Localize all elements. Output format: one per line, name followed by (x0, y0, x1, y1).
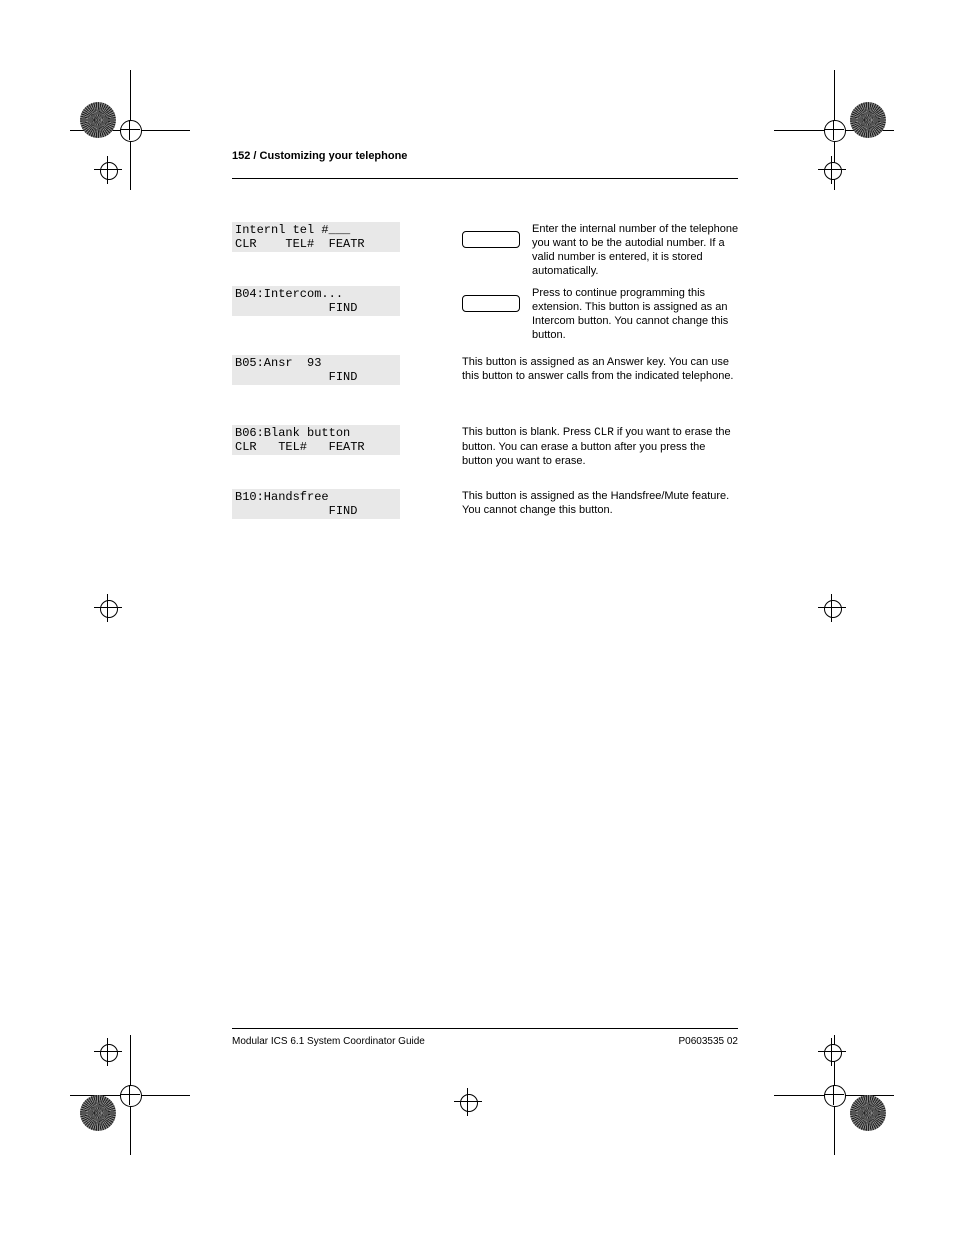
cropmark-small-2 (824, 162, 864, 202)
page-number-text: 152 (232, 150, 250, 162)
footer-left: Modular ICS 6.1 System Coordinator Guide (232, 1036, 425, 1047)
entry-e3: B05:Ansr 93 FIND This button is assigned … (232, 355, 738, 385)
entry-e5: B10:Handsfree FIND This button is assigne… (232, 489, 738, 519)
inline-softkey: CLR (594, 427, 614, 439)
lcd-line-1: B06:Blank button (235, 426, 397, 440)
lcd-display: Internl tel #___CLR TEL# FEATR (232, 222, 400, 252)
rule-top (232, 178, 738, 179)
entry-e4: B06:Blank buttonCLR TEL# FEATRThis butto… (232, 425, 738, 455)
lcd-line-2: FIND (235, 504, 397, 518)
lcd-line-2: CLR TEL# FEATR (235, 237, 397, 251)
cropmark-small-1 (100, 162, 140, 202)
footer-right: P0603535 02 (678, 1036, 738, 1047)
cropmark-small-3 (100, 600, 140, 640)
lcd-display: B06:Blank buttonCLR TEL# FEATR (232, 425, 400, 455)
lcd-display: B10:Handsfree FIND (232, 489, 400, 519)
cropmark-bottom-right (794, 1055, 884, 1145)
entry-description: Enter the internal number of the telepho… (532, 222, 742, 278)
section-title: / Customizing your telephone (253, 150, 407, 162)
lcd-line-2: FIND (235, 370, 397, 384)
cropmark-top-left (80, 80, 170, 170)
lcd-line-2: CLR TEL# FEATR (235, 440, 397, 454)
entry-e1: Internl tel #___CLR TEL# FEATREnter the … (232, 222, 738, 252)
cropmark-top-right (794, 80, 884, 170)
cropmark-small-7 (460, 1094, 500, 1134)
lcd-line-1: B05:Ansr 93 (235, 356, 397, 370)
entry-description: This button is assigned as an Answer key… (462, 355, 738, 383)
blank-key-box (462, 231, 520, 248)
lcd-line-1: B10:Handsfree (235, 490, 397, 504)
entry-e2: B04:Intercom... FINDPress to continue pr… (232, 286, 738, 316)
lcd-line-1: B04:Intercom... (235, 287, 397, 301)
cropmark-bottom-left (80, 1055, 170, 1145)
entry-description: This button is blank. Press CLR if you w… (462, 425, 738, 468)
lcd-display: B05:Ansr 93 FIND (232, 355, 400, 385)
entry-description: Press to continue programming this exten… (532, 286, 742, 342)
cropmark-small-6 (824, 1044, 864, 1084)
rule-bottom (232, 1028, 738, 1029)
lcd-line-1: Internl tel #___ (235, 223, 397, 237)
cropmark-small-5 (100, 1044, 140, 1084)
lcd-line-2: FIND (235, 301, 397, 315)
page-number: 152 / Customizing your telephone (232, 150, 407, 162)
entry-description: This button is assigned as the Handsfree… (462, 489, 738, 517)
blank-key-box (462, 295, 520, 312)
cropmark-small-4 (824, 600, 864, 640)
lcd-display: B04:Intercom... FIND (232, 286, 400, 316)
